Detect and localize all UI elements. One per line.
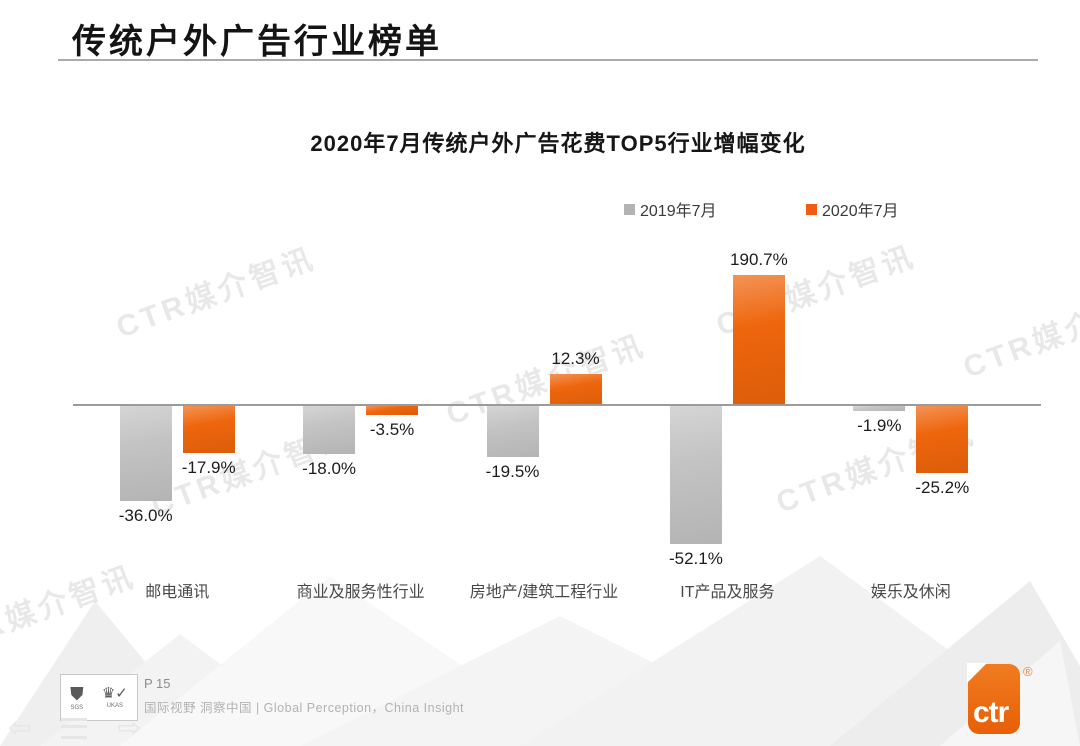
ctr-logo: ctr [967,663,1020,734]
registered-mark-icon: ® [1023,664,1033,679]
legend-swatch-icon [624,203,635,215]
value-label-2020年7月-邮电通讯: -17.9% [181,458,236,478]
category-label-娱乐及休闲: 娱乐及休闲 [870,584,951,601]
value-label-2019年7月-IT产品及服务: -52.1% [668,548,723,568]
legend-label: 2020年7月 [822,203,899,220]
x-axis-baseline [73,404,1041,406]
value-label-2020年7月-娱乐及休闲: -25.2% [915,477,970,497]
bar-2020年7月-邮电通讯 [182,406,235,454]
next-arrow-icon[interactable]: ⇨ [117,712,141,743]
value-label-2019年7月-商业及服务性行业: -18.0% [302,458,357,478]
watermark-text: CTR媒介智讯 [0,559,141,663]
value-label-2019年7月-娱乐及休闲: -1.9% [857,416,902,436]
legend-item-2020年7月: 2020年7月 [806,197,899,221]
watermark-text: CTR媒介智讯 [442,328,651,432]
bar-2019年7月-邮电通讯 [119,406,172,502]
value-label-2020年7月-房地产/建筑工程行业: 12.3% [551,348,600,368]
watermark-text: CTR媒介智讯 [959,281,1080,385]
chart-title: 2020年7月传统户外广告花费TOP5行业增幅变化 [310,131,806,156]
menu-icon[interactable] [61,717,88,739]
logo-corner-cut [967,663,987,683]
page-title: 传统户外广告行业榜单 [72,23,442,61]
ghost-navigation: ⇦ ⇨ [8,714,141,742]
category-label-房地产/建筑工程行业: 房地产/建筑工程行业 [469,584,619,601]
legend-swatch-icon [806,203,817,215]
bar-2019年7月-房地产/建筑工程行业 [486,406,539,458]
bar-2020年7月-IT产品及服务 [732,275,785,406]
bar-2020年7月-商业及服务性行业 [366,406,419,416]
category-label-商业及服务性行业: 商业及服务性行业 [296,584,425,601]
category-label-邮电通讯: 邮电通讯 [145,584,210,601]
certification-logos: ⛊ SGS ♛✓ UKAS [60,674,138,721]
sgs-logo-icon: ⛊ SGS [70,683,84,711]
prev-arrow-icon[interactable]: ⇦ [8,712,32,743]
title-divider [58,59,1038,61]
page-number: P 15 [144,676,171,691]
value-label-2019年7月-邮电通讯: -36.0% [118,506,173,526]
bar-2019年7月-商业及服务性行业 [303,406,356,454]
bar-2020年7月-房地产/建筑工程行业 [549,373,602,406]
ukas-logo-icon: ♛✓ UKAS [101,685,128,709]
value-label-2020年7月-IT产品及服务: 190.7% [730,250,788,269]
value-label-2019年7月-房地产/建筑工程行业: -19.5% [485,462,540,482]
logo-text: ctr [973,696,1009,729]
category-label-IT产品及服务: IT产品及服务 [680,584,775,601]
bar-2019年7月-娱乐及休闲 [853,406,906,412]
watermark-text: CTR媒介智讯 [112,241,321,345]
value-label-2020年7月-商业及服务性行业: -3.5% [369,420,415,440]
footer-tagline: 国际视野 洞察中国 | Global Perception，China Insi… [144,701,464,715]
bar-2019年7月-IT产品及服务 [669,406,722,544]
bar-2020年7月-娱乐及休闲 [916,406,969,473]
legend-item-2019年7月: 2019年7月 [624,197,717,221]
legend-label: 2019年7月 [640,203,717,220]
mountain-background [0,556,1080,746]
